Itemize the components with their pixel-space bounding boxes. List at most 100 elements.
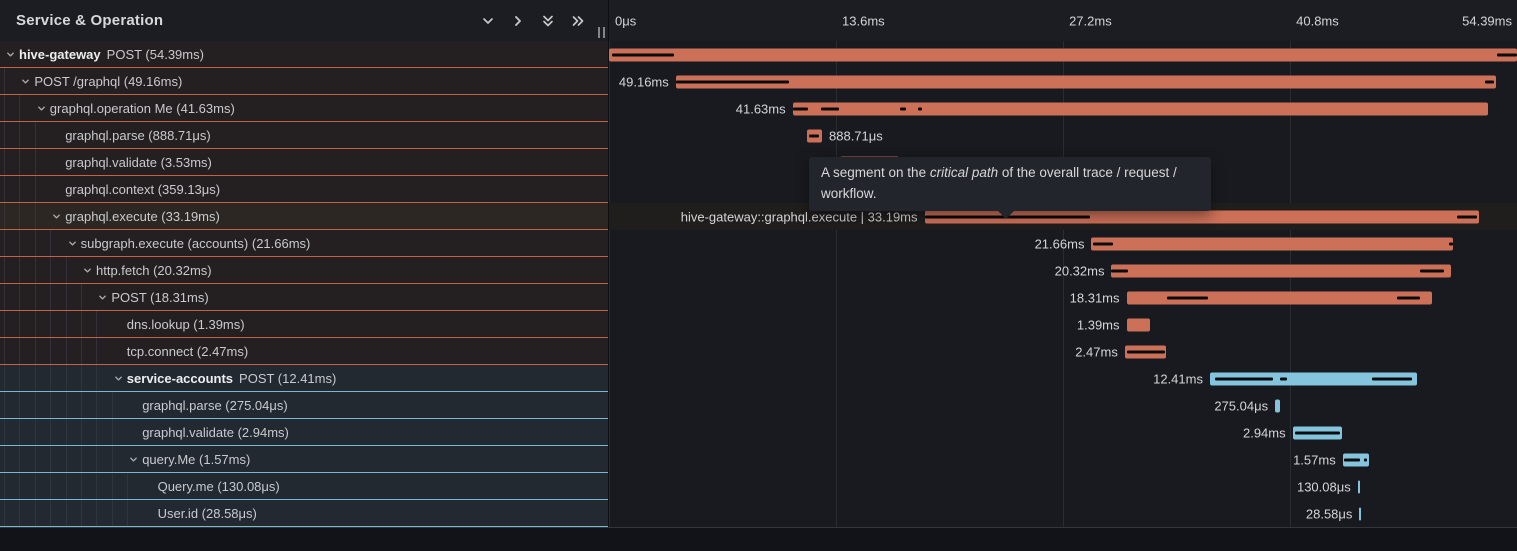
indent-guide [96, 338, 98, 364]
operation-label: graphql.operation Me (41.63ms) [49, 100, 235, 116]
chevron-down-icon[interactable] [5, 48, 19, 60]
operation-label: graphql.validate (2.94ms) [142, 424, 289, 440]
critical-path-segment[interactable] [1371, 377, 1412, 380]
tree-row[interactable]: graphql.validate (2.94ms) [0, 419, 608, 446]
indent-guide [65, 284, 67, 310]
critical-path-segment[interactable] [1166, 296, 1209, 299]
collapse-one-icon[interactable] [480, 13, 496, 29]
indent-guide [96, 419, 98, 445]
indent-guide [19, 176, 21, 202]
critical-path-segment[interactable] [1343, 458, 1361, 461]
critical-path-segment[interactable] [675, 80, 790, 83]
span-bar[interactable] [1359, 507, 1362, 520]
critical-path-segment[interactable] [809, 134, 820, 137]
span-bar[interactable] [1126, 318, 1150, 331]
span-bar[interactable] [1091, 237, 1454, 250]
indent-guide [81, 446, 82, 472]
critical-path-tooltip: A segment on the critical path of the ov… [809, 157, 1211, 219]
span-bar[interactable] [1275, 399, 1280, 412]
critical-path-segment[interactable] [1215, 377, 1274, 380]
tree-row[interactable]: subgraph.execute (accounts) (21.66ms) [0, 230, 608, 257]
critical-path-segment[interactable] [1111, 269, 1129, 272]
chevron-down-icon[interactable] [128, 453, 142, 465]
tree-row[interactable]: graphql.execute (33.19ms) [0, 203, 608, 230]
critical-path-segment[interactable] [1448, 242, 1453, 245]
operation-label: http.fetch (20.32ms) [96, 262, 212, 278]
critical-path-segment[interactable] [917, 107, 922, 110]
span-bar[interactable] [1111, 264, 1451, 277]
indent-guide [4, 95, 5, 121]
span-bar[interactable] [675, 75, 1497, 88]
critical-path-segment[interactable] [1457, 215, 1478, 218]
indent-guide [96, 392, 98, 418]
tree-row[interactable]: graphql.parse (275.04μs) [0, 392, 608, 419]
indent-guide [4, 311, 5, 337]
critical-path-segment[interactable] [821, 107, 840, 110]
span-duration-label: 28.58μs [1305, 506, 1353, 521]
tree-row[interactable]: User.id (28.58μs) [0, 500, 608, 527]
span-bar[interactable] [792, 102, 1488, 115]
expand-all-icon[interactable] [570, 13, 586, 29]
critical-path-segment[interactable] [1363, 458, 1367, 461]
tree-row[interactable]: POST /graphql (49.16ms) [0, 68, 608, 95]
indent-guide [4, 473, 5, 499]
indent-guide [111, 392, 113, 418]
critical-path-segment[interactable] [1280, 377, 1287, 380]
tree-row[interactable]: dns.lookup (1.39ms) [0, 311, 608, 338]
tree-row[interactable]: graphql.validate (3.53ms) [0, 149, 608, 176]
span-bar[interactable] [1357, 480, 1360, 493]
indent-guide [4, 500, 5, 526]
span-bar[interactable] [1209, 372, 1418, 385]
indent-guide [19, 122, 21, 148]
operation-label: tcp.connect (2.47ms) [126, 343, 249, 359]
critical-path-segment[interactable] [900, 107, 907, 110]
span-bars: 49.16ms41.63ms888.71μs3.53ms359.13μshive… [609, 41, 1517, 527]
indent-guide [81, 473, 82, 499]
chevron-down-icon[interactable] [82, 264, 96, 276]
critical-path-segment[interactable] [1420, 269, 1444, 272]
critical-path-segment[interactable] [1396, 296, 1421, 299]
chevron-down-icon[interactable] [113, 372, 127, 384]
critical-path-segment[interactable] [612, 53, 675, 56]
chevron-down-icon[interactable] [67, 237, 81, 249]
critical-path-segment[interactable] [1126, 350, 1165, 353]
span-bar[interactable] [924, 210, 1479, 223]
tree-row[interactable]: graphql.context (359.13μs) [0, 176, 608, 203]
tree-row[interactable]: graphql.parse (888.71μs) [0, 122, 608, 149]
span-duration-label: 2.94ms [1242, 425, 1286, 440]
tree-row[interactable]: graphql.operation Me (41.63ms) [0, 95, 608, 122]
indent-guide [65, 446, 67, 472]
critical-path-segment[interactable] [1295, 431, 1341, 434]
chevron-down-icon[interactable] [51, 210, 65, 222]
tree-row[interactable]: hive-gateway POST (54.39ms) [0, 41, 608, 68]
span-bar[interactable] [609, 48, 1517, 61]
chevron-down-icon[interactable] [20, 75, 34, 87]
indent-guide [50, 446, 52, 472]
chevron-down-icon[interactable] [97, 291, 111, 303]
span-duration-label: 1.57ms [1293, 452, 1336, 467]
tooltip-text: A segment on the critical path of the ov… [821, 165, 1177, 201]
operation-label: graphql.validate (3.53ms) [65, 154, 212, 170]
critical-path-segment[interactable] [792, 107, 808, 110]
critical-path-segment[interactable] [1485, 80, 1494, 83]
bar-row: 18.31ms [609, 284, 1517, 311]
chevron-down-icon[interactable] [36, 102, 50, 114]
critical-path-segment[interactable] [1497, 53, 1517, 56]
tree-row[interactable]: http.fetch (20.32ms) [0, 257, 608, 284]
tree-row[interactable]: service-accounts POST (12.41ms) [0, 365, 608, 392]
critical-path-segment[interactable] [1093, 242, 1114, 245]
tree-row[interactable]: query.Me (1.57ms) [0, 446, 608, 473]
operation-label: query.Me (1.57ms) [142, 451, 251, 467]
panel-resize-handle[interactable] [598, 27, 605, 38]
collapse-all-icon[interactable] [540, 13, 556, 29]
indent-guide [34, 176, 36, 202]
indent-guide [81, 419, 82, 445]
tree-row[interactable]: tcp.connect (2.47ms) [0, 338, 608, 365]
expand-one-icon[interactable] [510, 13, 526, 29]
tree-row[interactable]: POST (18.31ms) [0, 284, 608, 311]
tree-row[interactable]: Query.me (130.08μs) [0, 473, 608, 500]
indent-guide [19, 338, 21, 364]
indent-guide [111, 473, 113, 499]
operation-label: graphql.context (359.13μs) [65, 181, 221, 197]
span-bar[interactable] [1126, 291, 1433, 304]
